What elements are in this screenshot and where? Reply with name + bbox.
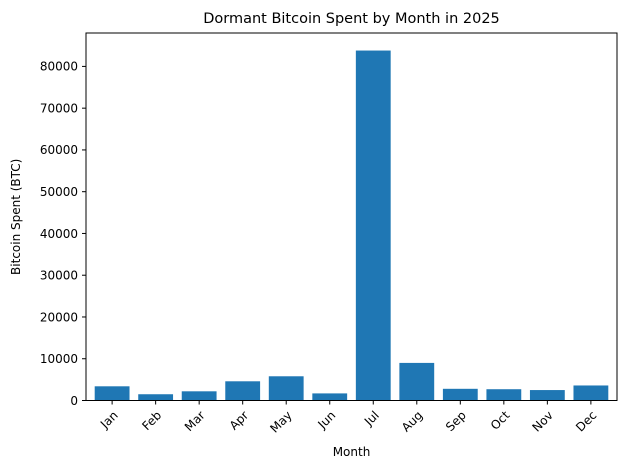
bar-dec (573, 385, 609, 401)
y-tick-label: 0 (70, 394, 78, 408)
ticks-layer: 0 10000 20000 30000 40000 50000 60000 70000 8000… (40, 60, 600, 436)
axes-layer (85, 32, 618, 401)
bar-sep (442, 388, 478, 401)
y-tick-label: 80000 (40, 60, 78, 74)
bar-apr (225, 381, 261, 401)
bar-may (268, 376, 304, 401)
x-tick-label: Aug (399, 408, 425, 434)
x-axis-label: Month (333, 445, 371, 459)
y-tick-label: 40000 (40, 227, 78, 241)
bars-layer (94, 50, 609, 401)
x-tick-label: Jun (314, 408, 338, 432)
bar-oct (486, 389, 522, 401)
bar-jun (312, 393, 348, 401)
x-tick-label: May (267, 408, 294, 435)
x-tick-label: Sep (443, 408, 469, 434)
x-tick-label: Oct (488, 408, 513, 433)
x-tick-label: Apr (227, 408, 252, 433)
x-tick-label: Mar (182, 408, 208, 434)
plot-frame (85, 32, 618, 401)
y-tick-label: 10000 (40, 352, 78, 366)
bar-jul (355, 50, 391, 401)
x-tick-label: Jul (361, 408, 382, 429)
bar-feb (138, 394, 174, 401)
labels-layer: Dormant Bitcoin Spent by Month in 2025 M… (9, 11, 500, 459)
y-tick-label: 70000 (40, 101, 78, 115)
bar-nov (529, 390, 565, 401)
x-tick-label: Dec (573, 408, 599, 434)
y-axis-label: Bitcoin Spent (BTC) (9, 159, 23, 275)
bar-jan (94, 386, 130, 401)
x-tick-label: Jan (97, 408, 121, 432)
chart-title: Dormant Bitcoin Spent by Month in 2025 (203, 11, 500, 27)
x-tick-label: Nov (529, 408, 555, 434)
bar-mar (181, 391, 217, 401)
bar-aug (399, 362, 435, 401)
y-tick-label: 30000 (40, 269, 78, 283)
y-tick-label: 20000 (40, 310, 78, 324)
y-tick-label: 60000 (40, 143, 78, 157)
x-tick-label: Feb (139, 408, 164, 433)
y-tick-label: 50000 (40, 185, 78, 199)
